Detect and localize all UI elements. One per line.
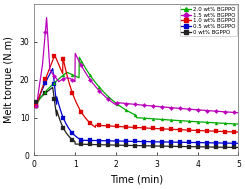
X-axis label: Time (min): Time (min) <box>110 175 163 185</box>
Legend: 2.0 wt% BGPPO, 1.5 wt% BGPPO, 1.0 wt% BGPPO, 0.5 wt% BGPPO, 0 wt% BGPPO: 2.0 wt% BGPPO, 1.5 wt% BGPPO, 1.0 wt% BG… <box>180 5 237 36</box>
Y-axis label: Melt torque (N.m): Melt torque (N.m) <box>4 36 14 123</box>
